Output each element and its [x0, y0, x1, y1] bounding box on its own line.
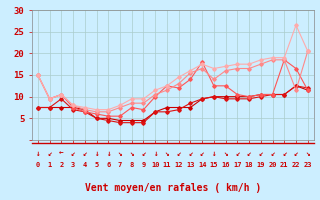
Text: 20: 20 [268, 162, 277, 168]
Text: 21: 21 [280, 162, 289, 168]
Text: 14: 14 [198, 162, 206, 168]
Text: 7: 7 [118, 162, 122, 168]
Text: 19: 19 [257, 162, 265, 168]
Text: 8: 8 [130, 162, 134, 168]
Text: ↓: ↓ [36, 148, 40, 158]
Text: ↓: ↓ [94, 148, 99, 158]
Text: ↙: ↙ [188, 148, 193, 158]
Text: ↙: ↙ [282, 148, 287, 158]
Text: ↙: ↙ [294, 148, 298, 158]
Text: ↙: ↙ [247, 148, 252, 158]
Text: ↙: ↙ [235, 148, 240, 158]
Text: ↙: ↙ [47, 148, 52, 158]
Text: 1: 1 [47, 162, 52, 168]
Text: 13: 13 [186, 162, 195, 168]
Text: ↘: ↘ [118, 148, 122, 158]
Text: 15: 15 [210, 162, 218, 168]
Text: ↘: ↘ [129, 148, 134, 158]
Text: ↘: ↘ [164, 148, 169, 158]
Text: 2: 2 [59, 162, 63, 168]
Text: ↙: ↙ [259, 148, 263, 158]
Text: 16: 16 [221, 162, 230, 168]
Text: 0: 0 [36, 162, 40, 168]
Text: ←: ← [59, 148, 64, 158]
Text: 3: 3 [71, 162, 75, 168]
Text: ↙: ↙ [71, 148, 76, 158]
Text: 11: 11 [163, 162, 171, 168]
Text: 6: 6 [106, 162, 110, 168]
Text: ↘: ↘ [223, 148, 228, 158]
Text: 17: 17 [233, 162, 242, 168]
Text: 10: 10 [151, 162, 159, 168]
Text: 12: 12 [174, 162, 183, 168]
Text: ↙: ↙ [200, 148, 204, 158]
Text: 5: 5 [94, 162, 99, 168]
Text: 18: 18 [245, 162, 253, 168]
Text: ↙: ↙ [270, 148, 275, 158]
Text: 23: 23 [303, 162, 312, 168]
Text: 4: 4 [83, 162, 87, 168]
Text: ↓: ↓ [153, 148, 157, 158]
Text: ↙: ↙ [176, 148, 181, 158]
Text: ↓: ↓ [212, 148, 216, 158]
Text: 22: 22 [292, 162, 300, 168]
Text: ↙: ↙ [141, 148, 146, 158]
Text: ↓: ↓ [106, 148, 111, 158]
Text: 9: 9 [141, 162, 146, 168]
Text: ↙: ↙ [83, 148, 87, 158]
Text: Vent moyen/en rafales ( km/h ): Vent moyen/en rafales ( km/h ) [85, 183, 261, 193]
Text: ↘: ↘ [305, 148, 310, 158]
